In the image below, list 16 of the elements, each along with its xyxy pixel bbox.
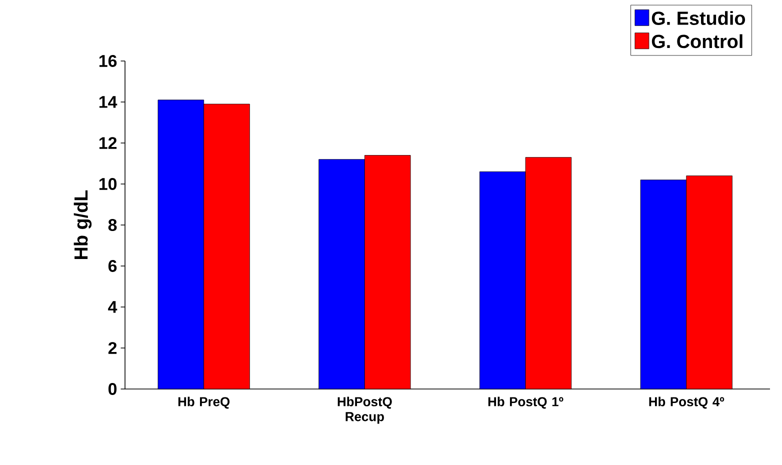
y-tick-label: 14	[99, 96, 118, 108]
y-tick-label: 12	[99, 137, 117, 149]
y-axis-title: Hb g/dL	[74, 190, 92, 259]
y-tick-label: 2	[108, 342, 117, 354]
legend-label: G. Estudio	[652, 11, 746, 25]
y-tick-label: 4	[108, 301, 118, 313]
y-tick-label: 6	[108, 260, 117, 272]
y-tick-label: 10	[99, 178, 117, 190]
x-tick-label: HbPostQ Recup	[338, 396, 392, 424]
x-tick-label: Hb PreQ	[178, 396, 230, 409]
y-tick-label: 8	[108, 218, 117, 231]
legend-label: G. Control	[652, 34, 742, 48]
y-tick-label: 16	[99, 54, 117, 67]
x-tick-label: Hb PostQ 1º	[488, 396, 564, 409]
y-tick-label: 0	[108, 382, 117, 395]
x-tick-label: Hb PostQ 4º	[649, 396, 724, 409]
